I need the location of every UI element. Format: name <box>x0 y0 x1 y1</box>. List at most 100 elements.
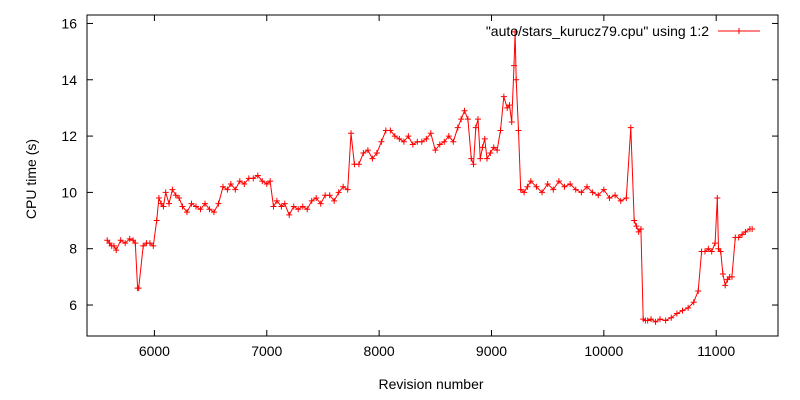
x-tick-label: 8000 <box>364 343 395 359</box>
data-point <box>166 200 173 207</box>
data-point <box>617 197 624 204</box>
data-point <box>250 175 257 182</box>
data-point <box>373 149 380 156</box>
data-point <box>477 155 484 162</box>
data-point <box>739 231 746 238</box>
data-point <box>445 133 452 140</box>
data-point <box>432 147 439 154</box>
data-point <box>633 223 640 230</box>
data-point <box>527 178 534 185</box>
data-point <box>299 203 306 210</box>
data-point <box>267 178 274 185</box>
data-point <box>494 147 501 154</box>
data-point <box>644 317 651 324</box>
data-point <box>400 138 407 145</box>
data-point <box>668 314 675 321</box>
data-point <box>263 180 270 187</box>
data-point <box>461 107 468 114</box>
data-point <box>510 62 517 69</box>
data-point <box>475 116 482 123</box>
data-point <box>712 240 719 247</box>
data-point <box>464 116 471 123</box>
tick-labels: 6000 7000 8000 9000 10000 11000 6 8 10 12 14 16 <box>61 15 735 359</box>
data-point <box>637 226 644 232</box>
data-point <box>561 183 568 190</box>
data-point <box>623 195 630 202</box>
data-point <box>405 133 412 140</box>
data-point <box>458 116 465 123</box>
data-point <box>479 144 486 151</box>
x-tick-label: 10000 <box>584 343 623 359</box>
data-point <box>539 189 546 196</box>
data-point <box>162 189 169 196</box>
data-point <box>468 155 475 162</box>
legend-marker <box>736 28 742 34</box>
data-point <box>735 234 742 241</box>
data-point <box>517 186 524 193</box>
y-axis-label: CPU time (s) <box>23 139 39 219</box>
data-point <box>728 273 735 280</box>
data-point <box>657 316 664 323</box>
data-point <box>215 200 222 207</box>
data-point <box>497 127 504 134</box>
data-point <box>418 138 425 145</box>
data-point <box>490 144 497 151</box>
data-point <box>355 161 362 168</box>
data-point <box>179 203 186 210</box>
y-tick-label: 10 <box>61 184 77 200</box>
data-point <box>270 203 277 210</box>
data-point <box>695 287 702 294</box>
data-point <box>500 93 507 100</box>
data-point <box>183 209 190 216</box>
data-point <box>524 183 531 190</box>
data-point <box>515 127 522 134</box>
data-point <box>219 183 226 190</box>
data-point <box>583 183 590 190</box>
data-point <box>722 282 729 289</box>
data-point <box>567 180 574 187</box>
data-point <box>348 130 355 137</box>
data-point <box>146 240 153 247</box>
data-point <box>126 235 133 242</box>
data-point <box>236 178 243 185</box>
x-tick-label: 6000 <box>139 343 170 359</box>
data-point <box>155 195 162 202</box>
data-point <box>550 186 557 193</box>
data-point <box>160 203 167 210</box>
data-point <box>387 127 394 134</box>
data-point <box>578 189 585 196</box>
data-point <box>206 206 213 213</box>
y-tick-label: 6 <box>69 297 77 313</box>
data-point <box>472 124 479 131</box>
data-point <box>481 135 488 142</box>
x-axis-label: Revision number <box>378 376 483 392</box>
data-point <box>648 316 655 323</box>
data-point <box>685 304 692 311</box>
data-point <box>396 135 403 142</box>
data-point <box>308 197 315 204</box>
x-tick-label: 9000 <box>476 343 507 359</box>
data-point <box>117 237 124 244</box>
data-point <box>652 318 659 325</box>
data-point <box>335 189 342 196</box>
data-point <box>454 124 461 131</box>
data-point <box>135 285 142 292</box>
data-point <box>690 299 697 306</box>
data-point <box>487 149 494 156</box>
data-point <box>290 203 297 210</box>
series-line <box>106 31 753 323</box>
data-point <box>508 119 515 125</box>
data-point <box>169 186 176 193</box>
data-point <box>714 195 721 202</box>
data-point <box>317 200 324 207</box>
data-point <box>313 195 320 202</box>
data-point <box>513 76 520 83</box>
data-point <box>544 180 551 187</box>
data-point <box>278 203 285 210</box>
data-point <box>340 183 347 190</box>
data-point <box>470 161 477 168</box>
x-tick-label: 7000 <box>251 343 282 359</box>
data-point <box>441 138 448 145</box>
data-point <box>241 180 248 187</box>
data-point <box>227 180 234 187</box>
